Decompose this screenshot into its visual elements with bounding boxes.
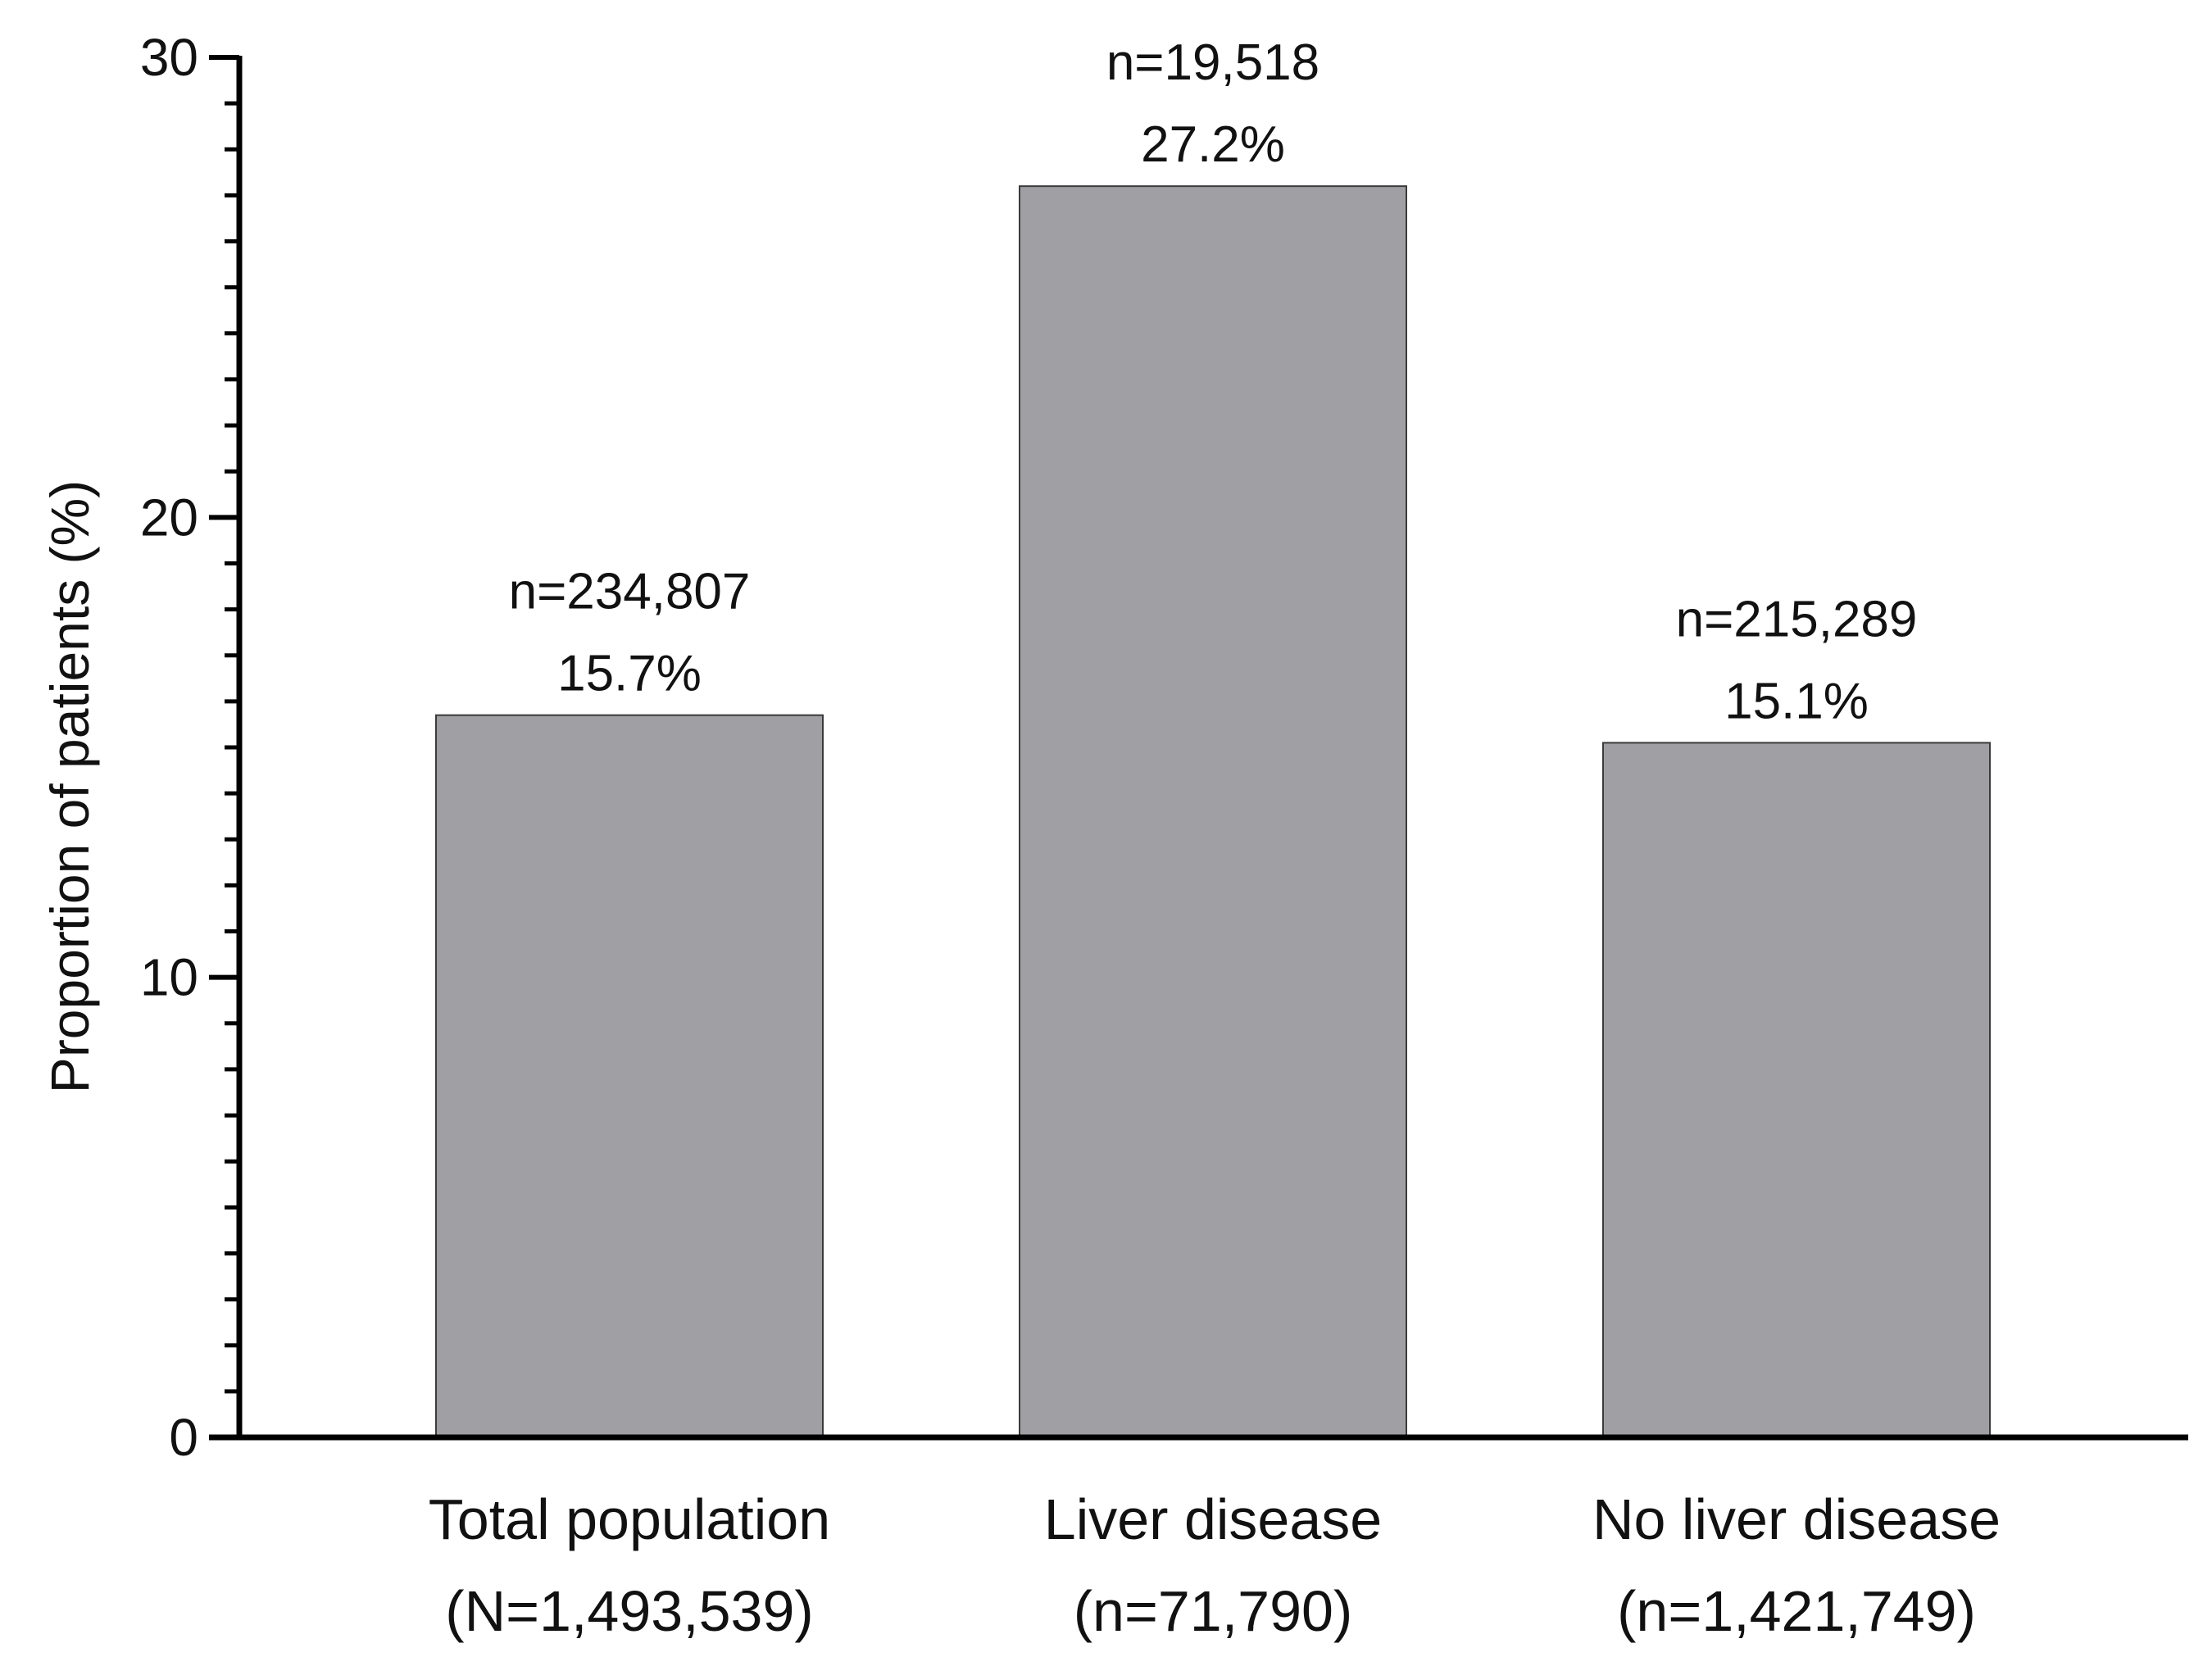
value-label-2: 27.2% (1141, 116, 1285, 173)
category-subtitle-2: (n=71,790) (1074, 1579, 1353, 1643)
bar-1 (435, 714, 824, 1438)
bars-group (435, 185, 1991, 1438)
category-label-3: No liver disease (1592, 1487, 2001, 1551)
value-label-3: 15.1% (1724, 673, 1869, 729)
y-tick-label: 20 (140, 488, 198, 547)
value-label-1: 15.7% (557, 646, 702, 702)
category-subtitle-3: (n=1,421,749) (1617, 1579, 1976, 1643)
axes-group: 0 10 20 30 (140, 28, 2188, 1467)
bar-3 (1602, 742, 1991, 1438)
y-tick-label: 30 (140, 28, 198, 87)
count-label-3: n=215,289 (1676, 591, 1918, 647)
count-label-1: n=234,807 (509, 564, 751, 620)
category-label-2: Liver disease (1044, 1487, 1382, 1551)
category-label-1: Total population (429, 1487, 830, 1551)
count-label-2: n=19,518 (1106, 34, 1319, 91)
category-subtitle-1: (N=1,493,539) (445, 1579, 813, 1643)
y-tick-label: 10 (140, 948, 198, 1007)
category-labels-group: Total population (N=1,493,539) Liver disea… (429, 1487, 2001, 1643)
y-axis-title: Proportion of patients (%) (39, 480, 100, 1093)
data-labels-group: n=234,807 15.7% n=19,518 27.2% n=215,289 15.1… (509, 34, 1918, 729)
bar-2 (1019, 185, 1407, 1438)
y-tick-label: 0 (169, 1408, 198, 1467)
